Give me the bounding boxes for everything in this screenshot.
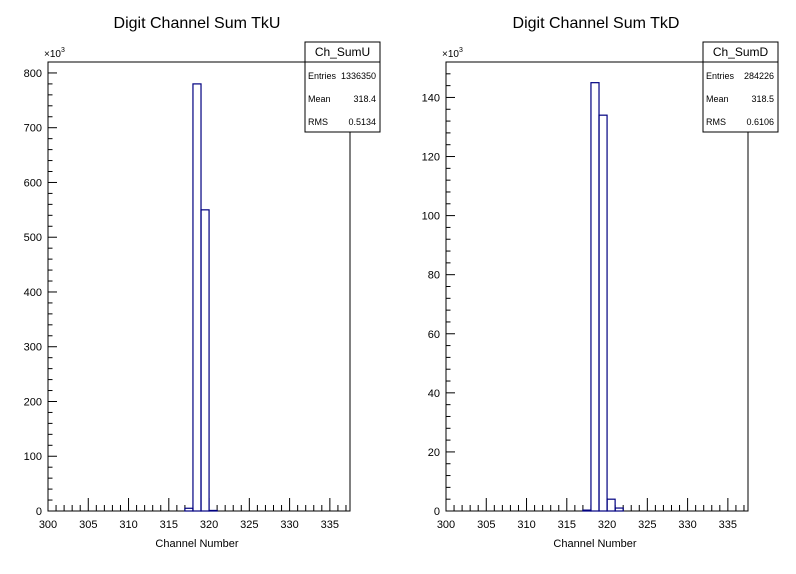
- y-tick-label: 140: [422, 92, 440, 104]
- x-tick-label: 300: [437, 519, 455, 531]
- chart-title: Digit Channel Sum TkD: [513, 15, 680, 32]
- histogram-bin: [582, 509, 592, 512]
- histogram-bin: [192, 83, 202, 512]
- y-tick-label: 0: [434, 506, 440, 518]
- stats-label: Entries: [308, 71, 337, 81]
- stats-label: Mean: [308, 94, 331, 104]
- x-tick-label: 320: [598, 519, 616, 531]
- y-tick-label: 0: [36, 506, 42, 518]
- y-tick-label: 20: [428, 447, 440, 459]
- stats-box-name: Ch_SumU: [315, 45, 370, 59]
- stats-value: 0.5134: [348, 117, 376, 127]
- x-tick-label: 330: [280, 519, 298, 531]
- stats-value: 1336350: [341, 71, 376, 81]
- x-tick-label: 325: [638, 519, 656, 531]
- stats-value: 318.4: [353, 94, 376, 104]
- y-tick-label: 500: [24, 232, 42, 244]
- stats-label: Entries: [706, 71, 735, 81]
- x-tick-label: 315: [558, 519, 576, 531]
- y-tick-label: 800: [24, 68, 42, 80]
- histogram-bin: [606, 498, 616, 512]
- stats-value: 284226: [744, 71, 774, 81]
- x-tick-label: 325: [240, 519, 258, 531]
- y-axis-multiplier: ×103: [442, 47, 463, 60]
- y-tick-label: 400: [24, 287, 42, 299]
- y-tick-label: 600: [24, 177, 42, 189]
- x-tick-label: 305: [477, 519, 495, 531]
- y-tick-label: 80: [428, 270, 440, 282]
- stats-label: RMS: [308, 117, 328, 127]
- stats-value: 0.6106: [746, 117, 774, 127]
- histogram-bin: [200, 209, 210, 512]
- histogram-bin: [590, 82, 600, 512]
- y-tick-label: 200: [24, 396, 42, 408]
- histogram-bin: [208, 509, 218, 512]
- y-tick-label: 100: [24, 451, 42, 463]
- y-axis-multiplier-exponent: 3: [459, 47, 463, 54]
- x-tick-label: 335: [719, 519, 737, 531]
- histogram-bin: [614, 507, 624, 512]
- x-tick-label: 335: [321, 519, 339, 531]
- y-tick-label: 300: [24, 342, 42, 354]
- x-tick-label: 310: [517, 519, 535, 531]
- stats-box-name: Ch_SumD: [713, 45, 769, 59]
- x-tick-label: 315: [160, 519, 178, 531]
- y-tick-label: 40: [428, 388, 440, 400]
- y-tick-label: 100: [422, 211, 440, 223]
- stats-box: [304, 41, 381, 133]
- histogram-bin: [184, 507, 194, 512]
- stats-box: [702, 41, 779, 133]
- x-axis-label: Channel Number: [155, 538, 238, 550]
- histogram-bin: [598, 114, 608, 512]
- stats-value: 318.5: [751, 94, 774, 104]
- stats-label: Mean: [706, 94, 729, 104]
- x-tick-label: 305: [79, 519, 97, 531]
- y-tick-label: 60: [428, 329, 440, 341]
- y-tick-label: 120: [422, 152, 440, 164]
- x-tick-label: 320: [200, 519, 218, 531]
- x-tick-label: 310: [119, 519, 137, 531]
- histogram-panel-tku: Digit Channel Sum TkU 300 305 310 315 320 325 3…: [24, 15, 381, 550]
- stats-label: RMS: [706, 117, 726, 127]
- chart-title: Digit Channel Sum TkU: [114, 15, 281, 32]
- x-tick-label: 330: [678, 519, 696, 531]
- y-tick-label: 700: [24, 123, 42, 135]
- x-axis-label: Channel Number: [553, 538, 636, 550]
- x-tick-label: 300: [39, 519, 57, 531]
- y-axis-multiplier: ×103: [44, 47, 65, 60]
- y-axis-multiplier-exponent: 3: [61, 47, 65, 54]
